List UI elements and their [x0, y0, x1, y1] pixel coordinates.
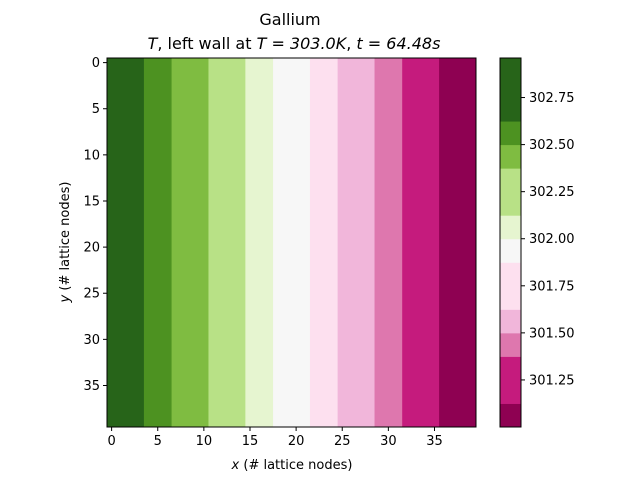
colorbar-segment-1	[500, 356, 521, 404]
heatmap-band-1	[143, 58, 173, 427]
colorbar-tick-label-302.25: 302.25	[529, 185, 575, 200]
colorbar-tick-label-301.25: 301.25	[529, 373, 575, 388]
y-axis-label: y (# lattice nodes)	[58, 182, 73, 304]
colorbar-tick-label-302.50: 302.50	[529, 138, 575, 153]
heatmap-band-5	[273, 58, 311, 427]
y-tick-label-15: 15	[83, 194, 100, 209]
subtitle-mid-text: , left wall at	[157, 34, 256, 53]
subtitle-t-symbol: T	[148, 34, 159, 53]
colorbar-segment-4	[500, 262, 521, 310]
x-axis-ticks: 0 5 10 15 20 25 30 35	[107, 427, 443, 449]
x-tick-label-0: 0	[107, 434, 115, 449]
colorbar-segment-10	[500, 58, 521, 122]
y-axis-label-var: y	[58, 294, 73, 303]
heatmap-band-9	[402, 58, 440, 427]
y-axis-label-rest: (# lattice nodes)	[58, 182, 73, 295]
x-tick-label-10: 10	[196, 434, 213, 449]
plot-frame	[106, 57, 477, 428]
x-tick-label-30: 30	[380, 434, 397, 449]
colorbar-segment-7	[500, 168, 521, 216]
x-tick-label-5: 5	[154, 434, 162, 449]
x-axis-label-rest: (# lattice nodes)	[239, 458, 352, 473]
subtitle-time: t = 64.48s	[356, 34, 440, 53]
colorbar-segment-0	[500, 403, 521, 428]
heatmap-band-4	[245, 58, 274, 427]
chart-subtitle: T, left wall at T = 303.0K, t = 64.48s	[148, 34, 441, 53]
colorbar-tick-label-302.00: 302.00	[529, 232, 575, 247]
colorbar-segment-6	[500, 215, 521, 240]
heatmap-band-10	[439, 58, 477, 427]
heatmap-band-2	[171, 58, 209, 427]
colorbar-tick-label-302.75: 302.75	[529, 91, 575, 106]
colorbar-tick-label-301.75: 301.75	[529, 279, 575, 294]
colorbar-frame	[499, 57, 522, 428]
x-tick-label-35: 35	[426, 434, 443, 449]
subtitle-temperature: T = 303.0K	[257, 34, 348, 53]
x-axis-label: x (# lattice nodes)	[231, 458, 353, 473]
heatmap-band-3	[208, 58, 246, 427]
x-axis-label-var: x	[231, 458, 240, 473]
subtitle-separator: ,	[346, 34, 356, 53]
heatmap-band-8	[374, 58, 403, 427]
heatmap-band-7	[337, 58, 376, 427]
heatmap-band-0	[107, 58, 145, 427]
y-tick-label-10: 10	[83, 148, 100, 163]
colorbar-segment-2	[500, 332, 521, 357]
y-tick-label-25: 25	[83, 287, 100, 302]
y-tick-label-35: 35	[83, 379, 100, 394]
y-axis-ticks: 0 5 10 15 20 25 30 35	[83, 56, 107, 394]
y-tick-label-20: 20	[83, 241, 100, 256]
x-tick-label-20: 20	[288, 434, 305, 449]
y-tick-label-5: 5	[92, 102, 100, 117]
y-tick-label-30: 30	[83, 333, 100, 348]
colorbar-segment-8	[500, 144, 521, 169]
colorbar	[500, 58, 521, 428]
y-tick-label-0: 0	[92, 56, 100, 71]
colorbar-tick-label-301.50: 301.50	[529, 326, 575, 341]
x-tick-label-25: 25	[334, 434, 351, 449]
colorbar-ticks: 301.25 301.50 301.75 302.00 302.25 302.50 302.…	[521, 91, 575, 388]
colorbar-segment-5	[500, 238, 521, 263]
x-tick-label-15: 15	[242, 434, 259, 449]
colorbar-segment-3	[500, 309, 521, 334]
colorbar-segment-9	[500, 121, 521, 146]
heatmap-cells	[107, 58, 477, 427]
heatmap-band-6	[309, 58, 339, 427]
chart-title: Gallium	[259, 10, 320, 29]
